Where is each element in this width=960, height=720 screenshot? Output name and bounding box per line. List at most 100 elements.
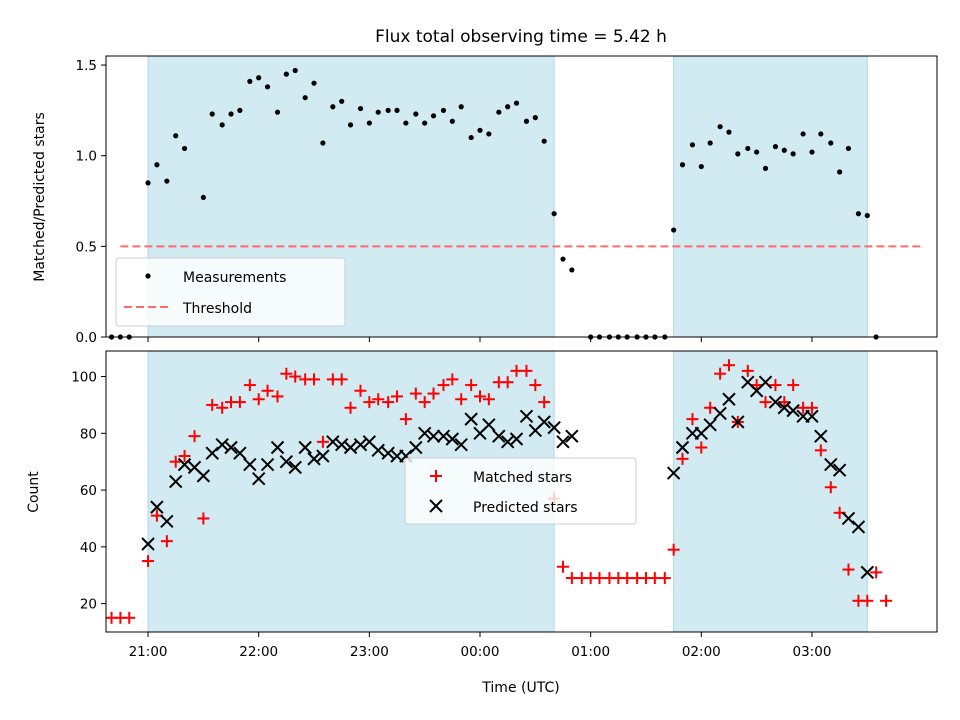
- measurement-point: [671, 227, 677, 233]
- measurement-point: [735, 151, 741, 157]
- ratio-y-tick-label: 1.5: [76, 58, 97, 74]
- observing-interval-band: [673, 55, 868, 338]
- ratio-y-axis-label: Matched/Predicted stars: [32, 112, 48, 282]
- matched-star-point: [354, 384, 367, 397]
- predicted-star-mark-b: [666, 466, 681, 480]
- predicted-star-mark-b: [713, 406, 727, 421]
- legend-matched-label: Matched stars: [473, 470, 572, 486]
- measurement-point: [366, 120, 372, 126]
- predicted-star-point: [445, 432, 460, 446]
- predicted-star-point: [666, 466, 681, 480]
- predicted-star-mark-b: [814, 429, 828, 443]
- predicted-star-mark-b: [307, 452, 321, 466]
- predicted-star-point: [353, 437, 368, 452]
- predicted-star-mark-b: [703, 418, 717, 432]
- matched-star-point: [216, 401, 229, 414]
- predicted-star-point: [786, 403, 800, 418]
- matched-star-point: [169, 455, 182, 468]
- matched-star-point: [372, 393, 385, 406]
- measurement-point: [219, 122, 225, 128]
- count-y-tick-label: 20: [80, 597, 97, 613]
- measurement-point: [560, 256, 566, 262]
- count-x-tick-label: 02:00: [682, 644, 721, 660]
- matched-star-point: [308, 373, 321, 386]
- measurement-point: [679, 162, 686, 168]
- predicted-star-point: [547, 420, 561, 435]
- matched-star-point: [335, 373, 348, 386]
- predicted-star-mark-b: [205, 446, 219, 460]
- predicted-star-point: [519, 409, 534, 423]
- measurement-point: [800, 131, 806, 137]
- predicted-star-point: [758, 375, 773, 389]
- predicted-star-mark-b: [722, 392, 736, 406]
- predicted-star-mark-b: [298, 440, 312, 455]
- matched-star-point: [861, 594, 874, 607]
- count-y-tick-label: 80: [80, 426, 97, 442]
- predicted-star-mark-b: [464, 412, 478, 426]
- measurement-point: [320, 140, 326, 146]
- predicted-star-point: [426, 429, 441, 443]
- predicted-star-mark-b: [841, 511, 856, 526]
- predicted-star-point: [141, 537, 155, 551]
- matched-star-point: [409, 387, 422, 400]
- predicted-star-mark-b: [243, 457, 257, 472]
- observing-interval-band: [673, 350, 868, 633]
- predicted-star-mark-b: [426, 429, 441, 443]
- measurement-point: [717, 124, 723, 130]
- measurement-point: [790, 151, 796, 157]
- predicted-star-point: [713, 406, 727, 421]
- predicted-star-point: [417, 426, 432, 441]
- predicted-star-point: [150, 500, 164, 514]
- legend-measurements-label: Measurements: [183, 270, 286, 286]
- matched-star-point: [529, 379, 542, 392]
- measurement-point: [264, 84, 271, 90]
- predicted-star-point: [832, 463, 847, 477]
- measurement-point: [762, 165, 769, 171]
- matched-star-point: [714, 367, 727, 380]
- count-y-tick-label: 40: [80, 540, 97, 556]
- predicted-star-point: [196, 469, 211, 483]
- ratio-axis-ticks: 0.0 0.5 1.0 1.5: [76, 58, 813, 346]
- count-panel: 20 40 60 80 100 21:00 22:00 23:00 00:00 01:00 02:0…: [26, 350, 938, 696]
- predicted-star-point: [177, 457, 192, 472]
- matched-star-point: [676, 452, 689, 465]
- measurement-point: [513, 100, 520, 106]
- predicted-star-point: [805, 409, 819, 423]
- matched-star-point: [722, 359, 735, 372]
- measurement-point: [237, 107, 243, 113]
- predicted-star-point: [777, 401, 792, 415]
- predicted-star-point: [814, 429, 828, 443]
- count-x-tick-label: 03:00: [793, 644, 832, 660]
- measurement-point: [569, 267, 575, 273]
- matched-star-point: [188, 430, 201, 443]
- measurement-point: [477, 127, 483, 133]
- measurement-point: [173, 133, 179, 139]
- predicted-star-mark-b: [445, 432, 460, 446]
- matched-star-point: [667, 543, 680, 556]
- measurement-point: [698, 163, 704, 170]
- measurement-point: [707, 140, 713, 146]
- measurement-point: [375, 109, 381, 115]
- legend-measurement-marker: [145, 273, 151, 279]
- matched-star-point: [178, 450, 191, 463]
- matched-star-point: [316, 435, 329, 448]
- matched-star-point: [280, 367, 293, 380]
- measurement-point: [845, 145, 852, 152]
- predicted-star-mark-b: [224, 440, 238, 455]
- matched-star-point: [446, 373, 459, 386]
- predicted-star-mark-b: [777, 401, 792, 415]
- matched-star-point: [814, 444, 827, 457]
- predicted-star-mark-b: [500, 435, 515, 449]
- matched-star-point: [842, 563, 855, 576]
- count-legend: Matched stars Predicted stars: [404, 457, 637, 525]
- predicted-star-mark-b: [150, 500, 164, 514]
- predicted-star-mark-b: [786, 403, 800, 418]
- measurement-point: [209, 111, 215, 117]
- matched-star-point: [750, 379, 763, 392]
- matched-star-point: [233, 396, 246, 409]
- predicted-star-mark-b: [334, 437, 349, 452]
- predicted-star-point: [307, 452, 321, 466]
- measurement-point: [532, 115, 538, 121]
- matched-star-point: [805, 401, 818, 414]
- measurement-point: [855, 211, 862, 217]
